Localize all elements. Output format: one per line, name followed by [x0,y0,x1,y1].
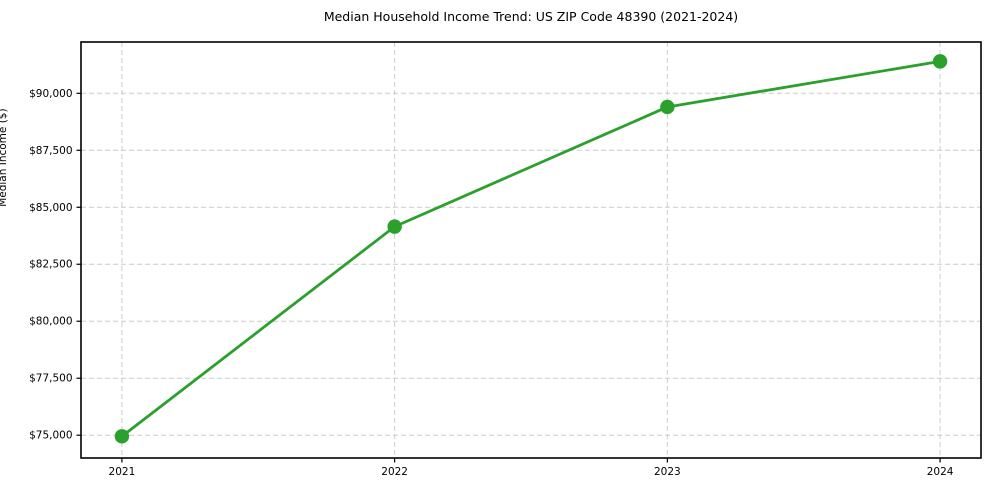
y-tick-label: $90,000 [29,88,72,100]
chart-title: Median Household Income Trend: US ZIP Co… [323,9,739,24]
data-point [114,429,130,444]
trend-line [120,59,942,438]
data-point [387,219,402,234]
y-tick-label: $85,000 [29,202,72,214]
x-tick-label: 2024 [927,466,954,478]
y-tick-label: $87,500 [29,145,72,157]
data-point [932,54,948,69]
data-point [660,99,675,115]
plot-border [80,41,982,459]
x-tick-label: 2022 [381,466,408,478]
y-tick-label: $77,500 [29,373,72,385]
x-tick-label: 2021 [109,466,136,478]
y-tick-label: $80,000 [29,316,72,328]
x-tick-label: 2023 [654,466,681,478]
y-tick-label: $75,000 [29,430,72,442]
plot-area: $75,000 $77,500 $80,000 $82,500 $85,000 $87,5… [29,41,982,478]
y-tick-label: $82,500 [29,259,72,271]
y-axis-label: Median Income ($) [0,108,9,207]
